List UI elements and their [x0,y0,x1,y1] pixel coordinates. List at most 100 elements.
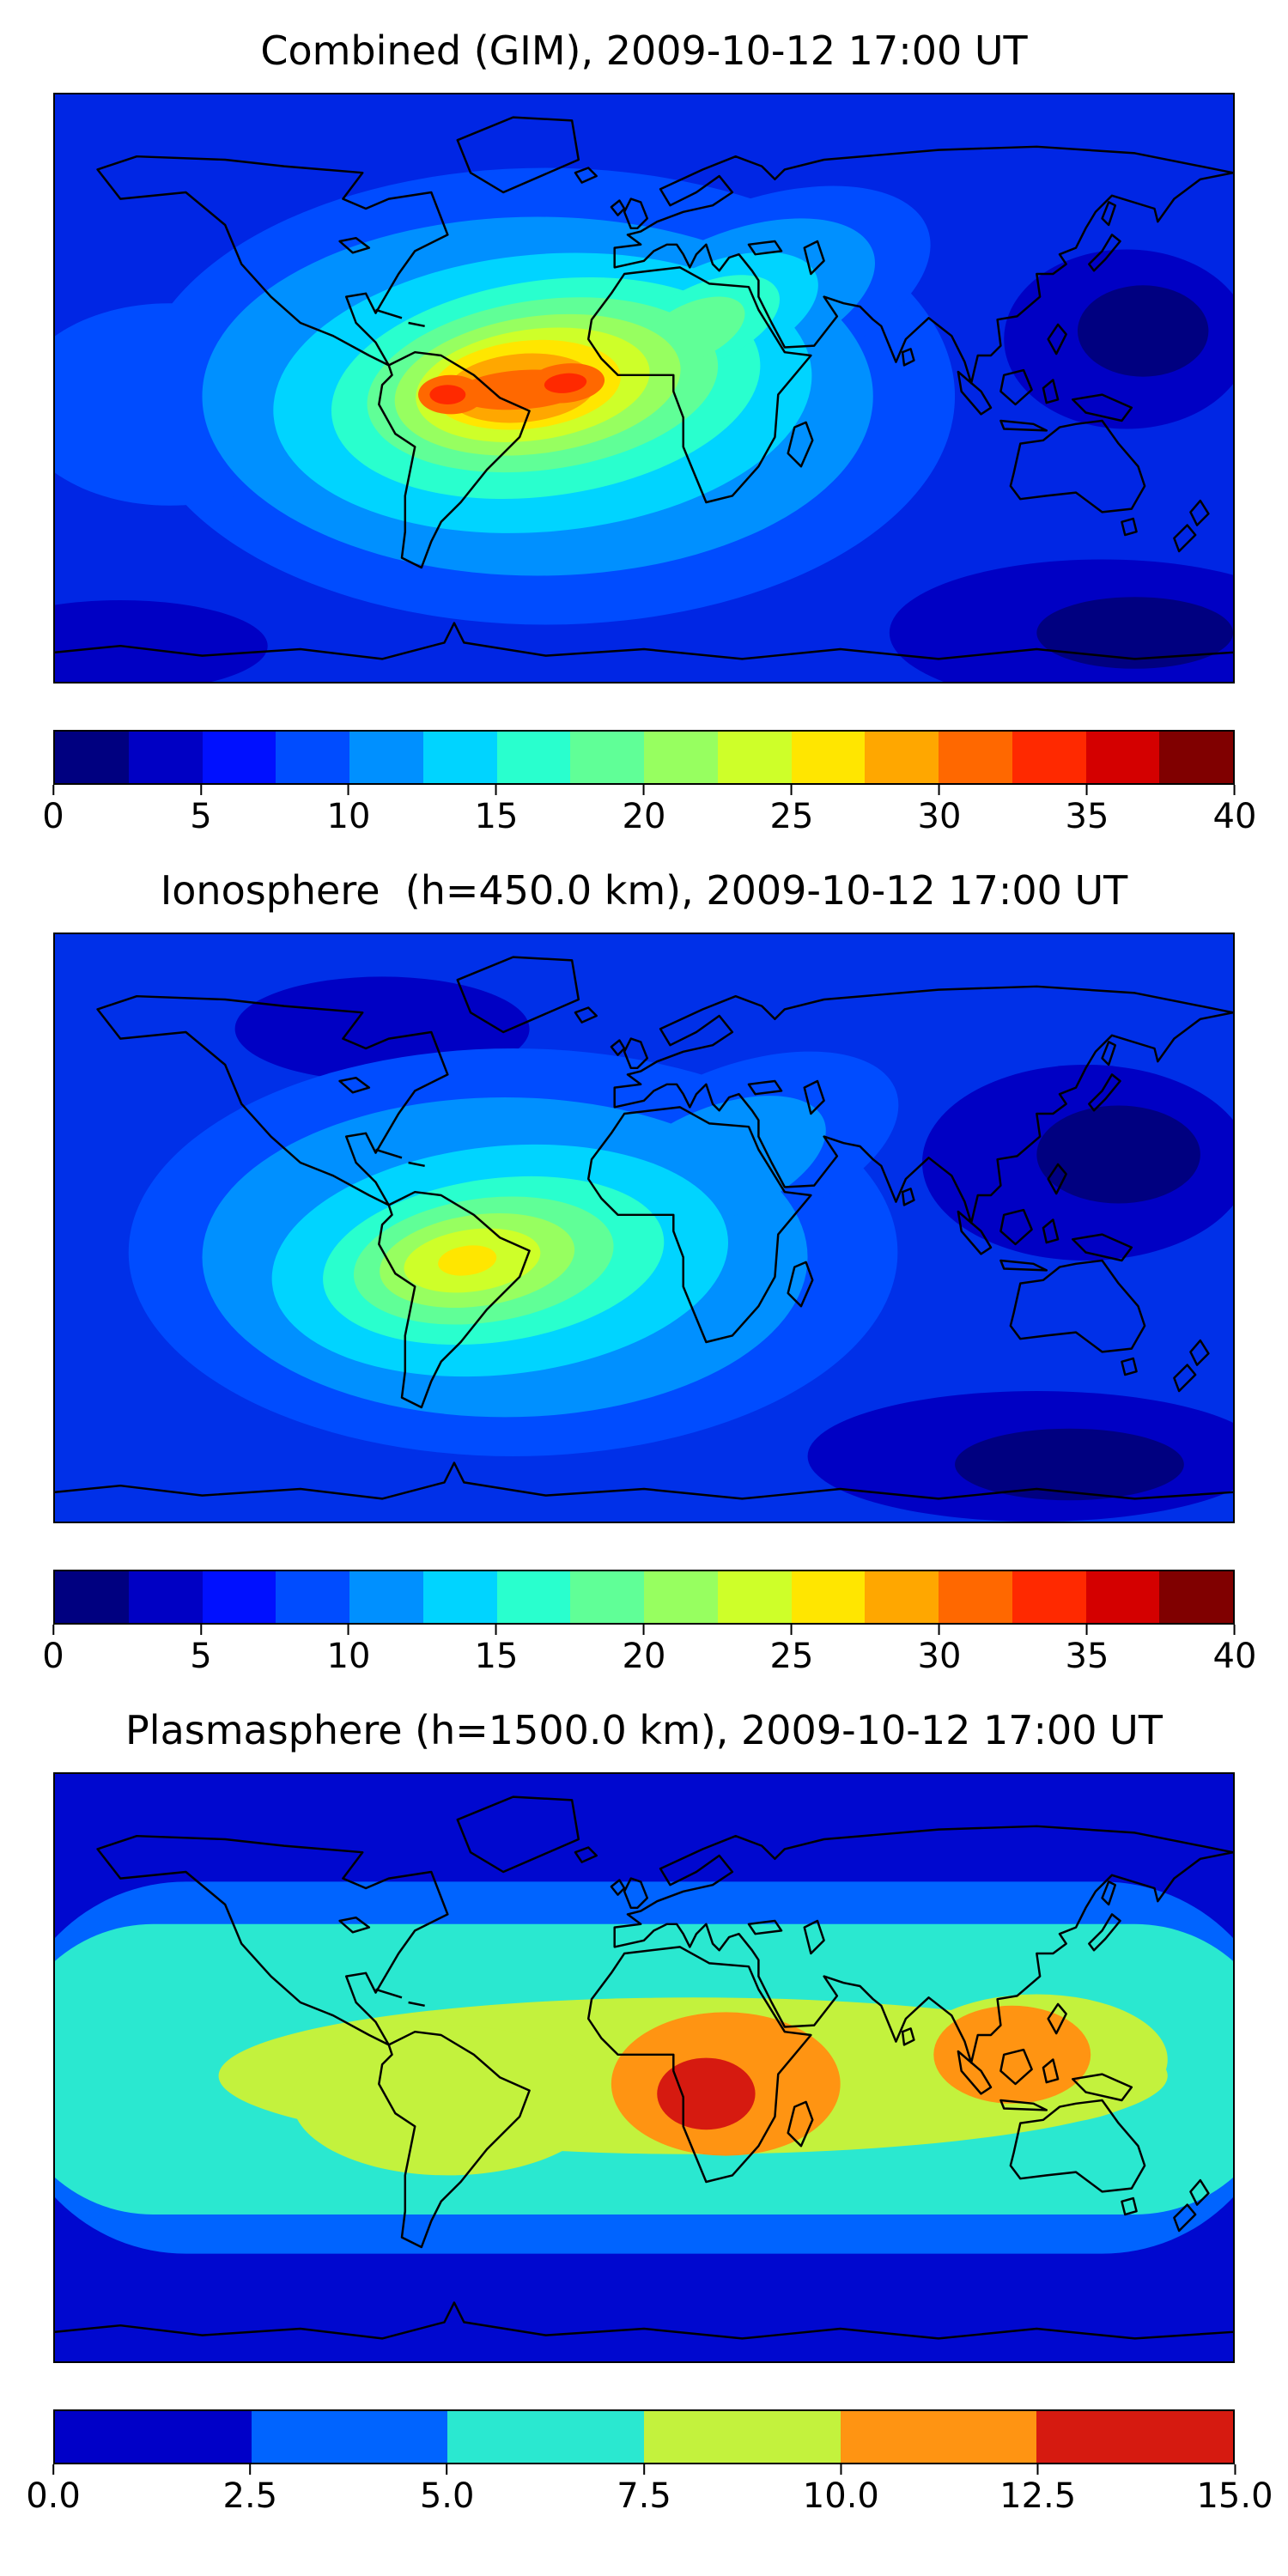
colorbar-segment [55,732,129,783]
tick-label: 40 [1212,797,1257,836]
tick-label: 12.5 [999,2476,1077,2516]
tick-label: 5.0 [419,2476,475,2516]
colorbar-tick: 10.0 [803,2464,879,2516]
tick-label: 0 [42,1637,64,1676]
tick-mark [1234,2464,1236,2475]
colorbar-tick: 0 [42,785,64,836]
colorbar-segment [447,2411,645,2463]
panel-combined: Combined (GIM), 2009-10-12 17:00 UT [42,0,1256,840]
colorbar-tick: 5 [190,1625,212,1676]
tick-mark [939,785,940,795]
panel-title-ionosphere: Ionosphere (h=450.0 km), 2009-10-12 17:0… [160,867,1128,914]
contour-fill-plasmasphere [55,1774,1233,2361]
colorbar-segment [1085,1571,1160,1623]
tick-mark [1234,785,1236,795]
colorbar-tick: 5.0 [419,2464,475,2516]
tick-mark [643,2464,645,2475]
tick-label: 40 [1212,1637,1257,1676]
colorbar-ionosphere [53,1570,1235,1625]
contour-fill-ionosphere [55,934,1233,1522]
colorbar-tick: 7.5 [617,2464,671,2516]
colorbar-segment [1012,732,1086,783]
colorbar-ticks-ionosphere: 0 5 10 15 20 25 30 35 40 [42,1625,1256,1680]
tick-mark [446,2464,448,2475]
colorbar-tick: 25 [770,1625,813,1676]
tick-mark [791,1625,793,1635]
colorbar-tick: 0 [42,1625,64,1676]
colorbar-tick: 20 [623,1625,665,1676]
tick-mark [939,1625,940,1635]
panel-title-plasmasphere: Plasmasphere (h=1500.0 km), 2009-10-12 1… [125,1707,1163,1753]
map-combined [53,93,1235,683]
colorbar-segment [791,732,866,783]
colorbar-segment [791,1571,866,1623]
colorbar-segment [644,2411,841,2463]
colorbar-tick: 20 [622,785,666,836]
map-svg-plasmasphere [55,1774,1233,2361]
colorbar-segment [1085,732,1160,783]
panel-title-combined: Combined (GIM), 2009-10-12 17:00 UT [260,27,1028,74]
tick-mark [249,2464,252,2475]
tick-mark [1086,1625,1088,1635]
colorbar-segment [840,2411,1037,2463]
tick-label: 0.0 [26,2476,81,2516]
tick-mark [495,785,497,795]
tick-mark [495,1625,497,1635]
colorbar-segment [865,1571,939,1623]
tick-label: 10.0 [802,2476,879,2516]
tick-label: 20 [622,797,666,836]
tick-mark [643,1625,645,1635]
contour-fill-combined [55,94,1233,682]
colorbar-segment [55,1571,129,1623]
colorbar-ticks-plasmasphere: 0.0 2.5 5.0 7.5 10.0 12.5 15.0 [26,2464,1273,2519]
tick-label: 25 [769,797,814,836]
tick-label: 7.5 [617,2476,671,2516]
colorbar-tick: 40 [1212,1625,1257,1676]
colorbar-tick: 25 [769,785,814,836]
tick-label: 5 [190,797,212,836]
colorbar-segment [55,2411,252,2463]
colorbar-segment [865,732,939,783]
tick-label: 30 [917,797,962,836]
colorbar-segment [496,1571,571,1623]
tick-mark [791,785,793,795]
colorbar-tick: 30 [918,1625,961,1676]
colorbar-segment [276,1571,349,1623]
colorbar-tick: 10 [326,1625,371,1676]
colorbar-segment [570,732,644,783]
colorbar-segment [939,1571,1012,1623]
colorbar-segment [717,1571,792,1623]
tick-mark [643,785,645,795]
colorbar-segment [644,1571,718,1623]
tick-mark [348,1625,349,1635]
tick-mark [199,1625,202,1635]
colorbar-segment [644,732,718,783]
colorbar-tick: 15 [475,785,518,836]
colorbar-tick: 5 [190,785,212,836]
tick-label: 5 [190,1637,212,1676]
colorbar-segment [422,1571,497,1623]
colorbar-segment [1159,1571,1233,1623]
colorbar-tick: 35 [1066,785,1109,836]
colorbar-segment [276,732,349,783]
tick-label: 10 [326,1637,371,1676]
colorbar-segment [349,1571,423,1623]
colorbar-combined [53,730,1235,785]
colorbar-segment [128,732,203,783]
tick-label: 0 [42,797,64,836]
colorbar-tick: 12.5 [999,2464,1076,2516]
colorbar-segment [422,732,497,783]
colorbar-tick: 15.0 [1196,2464,1273,2516]
tick-mark [1036,2464,1039,2475]
colorbar-segment [1159,732,1233,783]
tick-mark [1086,785,1088,795]
colorbar-segment [251,2411,448,2463]
colorbar-ticks-combined: 0 5 10 15 20 25 30 35 40 [42,785,1256,840]
tick-mark [1234,1625,1236,1635]
tick-mark [52,1625,54,1635]
map-svg-ionosphere [55,934,1233,1522]
map-plasmasphere [53,1772,1235,2363]
tick-mark [199,785,202,795]
colorbar-segment [202,732,276,783]
